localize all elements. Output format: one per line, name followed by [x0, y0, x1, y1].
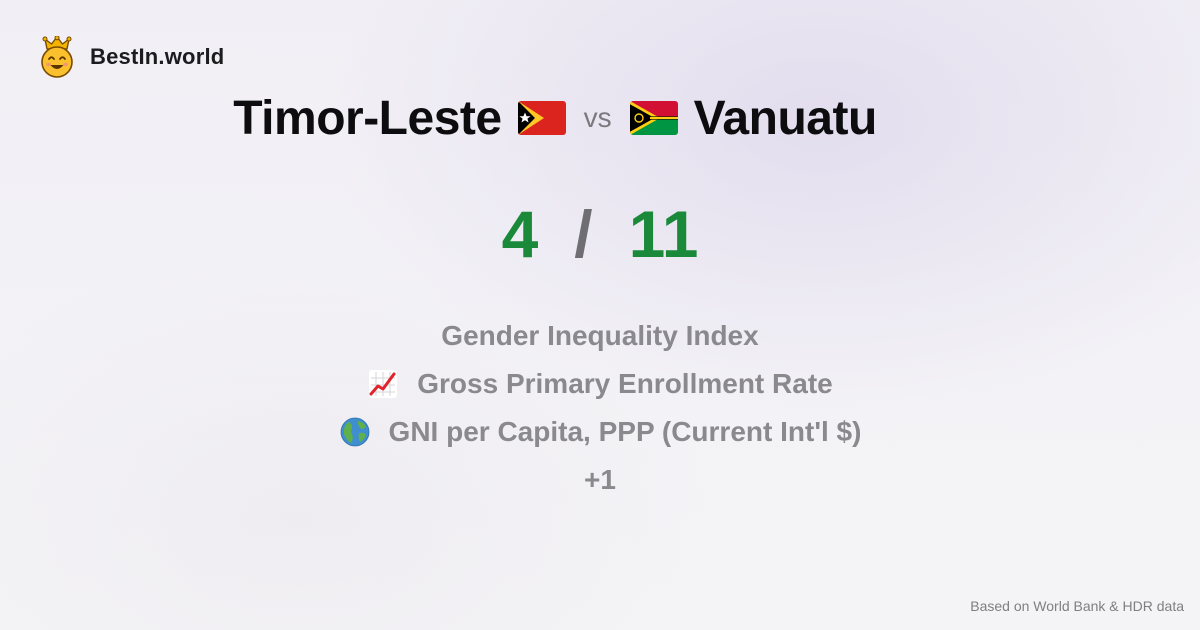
score-separator: /	[574, 197, 593, 271]
metric-label: Gender Inequality Index	[441, 320, 759, 351]
vs-separator: vs	[583, 102, 612, 133]
comparison-title: Timor-Leste vs Vanuatu	[0, 86, 1110, 150]
data-source-note: Based on World Bank & HDR data	[970, 598, 1184, 614]
chart-increasing-icon	[369, 370, 398, 398]
score: 4 / 11	[0, 196, 1200, 272]
crowned-smiley-icon	[41, 36, 73, 78]
metric-item[interactable]: Gender Inequality Index	[441, 312, 758, 360]
globe-icon	[340, 417, 369, 447]
metric-list: Gender Inequality Index Gross Primary En…	[0, 312, 1200, 504]
metric-item[interactable]: Gross Primary Enrollment Rate	[367, 360, 833, 408]
vanuatu-flag-icon	[629, 101, 678, 135]
more-metrics-count: +1	[584, 464, 616, 495]
right-score: 11	[628, 197, 699, 271]
metric-label: Gross Primary Enrollment Rate	[417, 368, 833, 399]
brand-name: BestIn.world	[90, 44, 225, 69]
left-country-name[interactable]: Timor-Leste	[233, 91, 502, 145]
metric-item[interactable]: GNI per Capita, PPP (Current Int'l $)	[339, 408, 862, 456]
brand[interactable]: BestIn.world	[38, 36, 224, 78]
more-metrics[interactable]: +1	[584, 456, 616, 504]
left-score: 4	[501, 197, 539, 271]
right-country-name[interactable]: Vanuatu	[693, 91, 878, 145]
timor-leste-flag-icon	[517, 101, 566, 135]
metric-label: GNI per Capita, PPP (Current Int'l $)	[388, 416, 862, 447]
